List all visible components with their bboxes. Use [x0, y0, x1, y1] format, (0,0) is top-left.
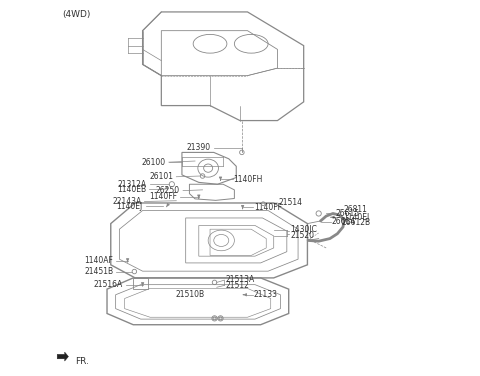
Text: 26101: 26101: [149, 172, 173, 181]
Text: 21390: 21390: [187, 143, 211, 152]
Text: 1430JC: 1430JC: [290, 225, 317, 234]
Text: 26811: 26811: [343, 205, 367, 214]
Text: 26612B: 26612B: [341, 218, 371, 227]
Text: 1140AF: 1140AF: [84, 256, 113, 265]
Text: 1140EJ: 1140EJ: [343, 213, 369, 222]
Text: 26615: 26615: [336, 209, 360, 218]
Text: 26614: 26614: [332, 217, 356, 226]
Text: 1140EB: 1140EB: [117, 185, 146, 194]
Text: 21451B: 21451B: [84, 267, 113, 276]
Text: (4WD): (4WD): [62, 10, 90, 19]
Text: 26250: 26250: [156, 186, 180, 195]
Text: 21133: 21133: [254, 290, 278, 299]
Text: 21514: 21514: [278, 199, 302, 208]
Text: 1140FH: 1140FH: [233, 174, 263, 183]
Text: FR.: FR.: [75, 356, 89, 365]
Text: 22143A: 22143A: [112, 197, 142, 206]
Text: 21516A: 21516A: [94, 280, 123, 289]
Text: 21510B: 21510B: [176, 290, 205, 299]
Text: 26100: 26100: [142, 158, 166, 167]
Polygon shape: [57, 352, 69, 361]
Text: 21513A: 21513A: [225, 274, 254, 284]
Text: 1140FF: 1140FF: [254, 203, 282, 212]
Text: 21520: 21520: [290, 231, 314, 240]
Text: 1140EJ: 1140EJ: [116, 202, 143, 211]
Text: 1140FF: 1140FF: [149, 193, 177, 202]
Text: 21312A: 21312A: [118, 180, 147, 189]
Text: 21512: 21512: [225, 281, 249, 290]
